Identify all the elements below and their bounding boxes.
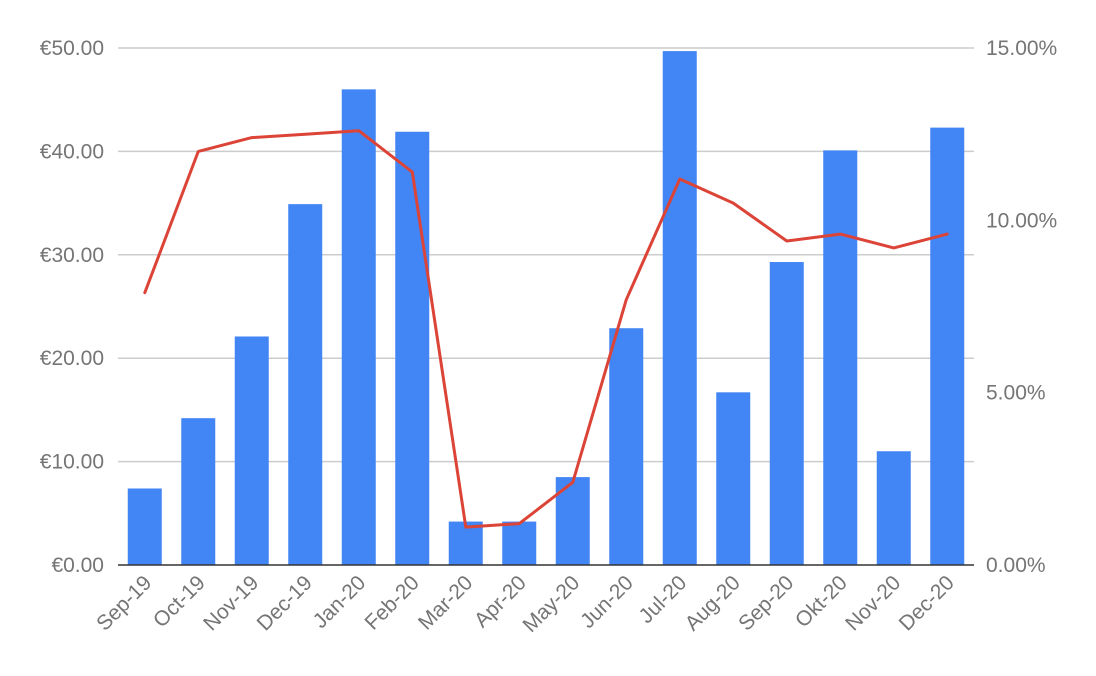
x-tick-label: Feb-20 [360, 571, 423, 634]
left-tick-label: €40.00 [40, 140, 104, 163]
x-tick-label: Jun-20 [576, 571, 638, 633]
x-tick-label: Okt-20 [791, 571, 852, 632]
bar [876, 451, 911, 565]
bar-series [127, 51, 965, 566]
x-tick-label: Aug-20 [681, 571, 745, 635]
right-tick-label: 15.00% [986, 37, 1057, 60]
x-tick-label: Sep-20 [734, 571, 798, 635]
x-tick-label: Sep-19 [92, 571, 156, 635]
left-tick-label: €0.00 [51, 554, 104, 577]
bar [930, 127, 965, 566]
bar [234, 336, 269, 565]
bar [662, 51, 697, 566]
bar [181, 418, 216, 565]
bar [823, 150, 858, 565]
x-tick-label: May-20 [519, 571, 585, 637]
bar [341, 89, 376, 566]
x-tick-label: Oct-19 [149, 571, 210, 632]
x-tick-label: Nov-19 [199, 571, 263, 635]
x-axis: Sep-19Oct-19Nov-19Dec-19Jan-20Feb-20Mar-… [92, 564, 974, 637]
right-tick-label: 5.00% [986, 382, 1046, 405]
x-tick-label: Dec-20 [895, 571, 959, 635]
x-tick-label: Mar-20 [414, 571, 477, 634]
right-y-axis: 0.00% 5.00% 10.00% 15.00% [986, 37, 1057, 577]
x-tick-label: Jan-20 [309, 571, 371, 633]
bar [609, 328, 644, 565]
x-tick-label: Nov-20 [841, 571, 905, 635]
line-series [143, 129, 949, 529]
bar [502, 521, 537, 565]
bar [716, 392, 751, 565]
right-tick-label: 0.00% [986, 554, 1046, 577]
left-tick-label: €30.00 [40, 244, 104, 267]
x-tick-label: Dec-19 [253, 571, 317, 635]
left-tick-label: €10.00 [40, 451, 104, 474]
bar [448, 521, 483, 565]
left-tick-label: €50.00 [40, 37, 104, 60]
right-tick-label: 10.00% [986, 209, 1057, 232]
bar [288, 204, 323, 565]
left-y-axis: €0.00 €10.00 €20.00 €30.00 €40.00 €50.00 [40, 37, 104, 577]
left-tick-label: €20.00 [40, 347, 104, 370]
bar [769, 262, 804, 565]
bar [127, 488, 162, 565]
line-series-path [143, 129, 949, 529]
bar [395, 131, 430, 565]
